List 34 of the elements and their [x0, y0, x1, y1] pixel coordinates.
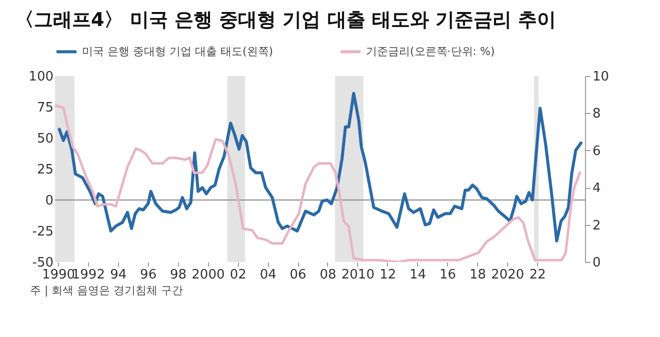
x-tick-label: 2020	[491, 268, 524, 282]
x-tick-label: 96	[140, 268, 157, 282]
chart-title: 〈그래프4〉 미국 은행 중대형 기업 대출 태도와 기준금리 추이	[15, 9, 556, 31]
x-tick-label: 06	[290, 268, 306, 282]
y-tick-label: 25	[36, 162, 54, 178]
line-series	[58, 92, 582, 242]
x-tick-label: 2000	[192, 268, 225, 282]
x-tick-label: 2010	[341, 268, 374, 282]
x-tick-label: 02	[230, 268, 246, 282]
text: 주 | 회색 음영은 경기침체 구간	[30, 283, 184, 298]
x-tick-label: 12	[380, 268, 396, 282]
legend-label: 기준금리(오른쪽·단위: %)	[366, 44, 495, 58]
x-tick-label: 16	[439, 268, 456, 282]
y-tick-label: 100	[28, 70, 54, 84]
y-tick-label: -25	[32, 224, 54, 240]
x-tick-label: 18	[469, 268, 486, 282]
x-tick-label: 08	[320, 268, 336, 282]
y2-tick-label: 0	[592, 256, 601, 270]
x-tick-label: 94	[110, 268, 127, 282]
x-tick-label: 22	[529, 268, 546, 282]
y2-tick-label: 4	[592, 181, 601, 196]
y-tick-label: 0	[45, 194, 54, 208]
y2-tick-label: 8	[592, 106, 601, 122]
y-tick-label: 50	[36, 132, 54, 146]
y-tick-label: 75	[36, 100, 54, 116]
y2-tick-label: 10	[592, 70, 610, 84]
x-tick-label: 04	[260, 268, 276, 282]
line-series	[55, 104, 582, 262]
legend-label: 미국 은행 중대형 기업 대출 태도(왼쪽)	[82, 44, 274, 58]
x-tick-label: 98	[170, 268, 187, 282]
y2-tick-label: 6	[592, 144, 601, 159]
x-tick-label: 14	[410, 268, 426, 282]
y-tick-label: -50	[32, 256, 54, 270]
y2-tick-label: 2	[592, 218, 601, 234]
